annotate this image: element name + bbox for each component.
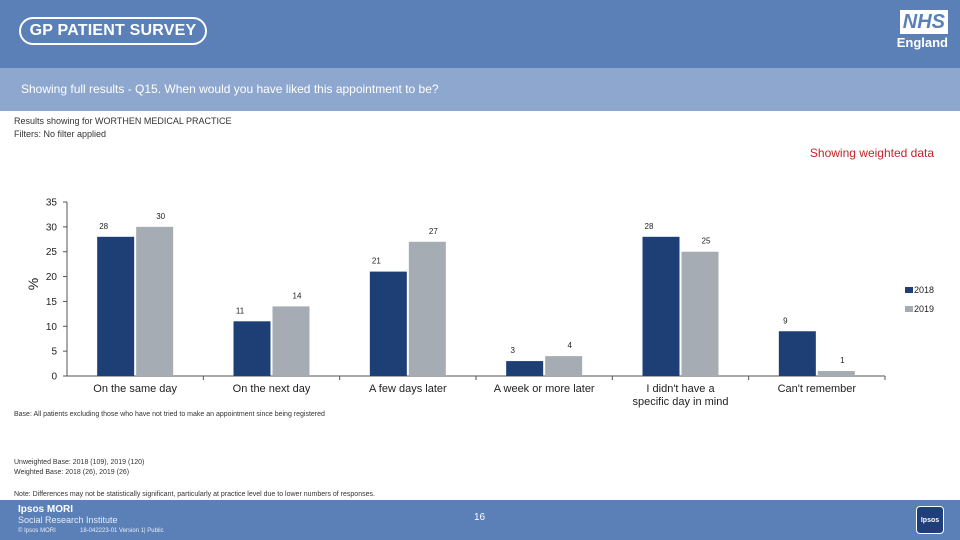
ipsos-sub-text: Social Research Institute — [18, 515, 118, 525]
x-category-label: I didn't have a — [646, 383, 715, 395]
bar-value-label: 9 — [783, 316, 788, 325]
bar-2019 — [136, 226, 174, 376]
copyright-text: © Ipsos MORI — [18, 528, 56, 534]
bar-value-label: 14 — [293, 291, 302, 300]
y-tick-label: 10 — [46, 322, 58, 333]
legend-label: 2018 — [914, 285, 934, 295]
question-title: Showing full results - Q15. When would y… — [21, 82, 439, 96]
ipsos-badge-icon: Ipsos — [916, 506, 944, 534]
bar-value-label: 27 — [429, 227, 438, 236]
bar-2019 — [545, 356, 583, 376]
bar-value-label: 3 — [510, 346, 515, 355]
results-for-label: Results showing for WORTHEN MEDICAL PRAC… — [14, 116, 232, 126]
footer-bar: Ipsos MORI Social Research Institute © I… — [0, 500, 960, 540]
bar-value-label: 21 — [372, 257, 381, 266]
x-category-label: A few days later — [369, 383, 447, 395]
bar-2018 — [97, 236, 135, 376]
job-number-text: 18-042223-01 Version 1| Public — [80, 528, 164, 534]
filters-label: Filters: No filter applied — [14, 129, 107, 139]
bar-2019 — [272, 306, 310, 376]
bar-2019 — [681, 251, 719, 376]
nhs-logo-text: NHS — [899, 10, 948, 34]
bar-value-label: 30 — [156, 212, 165, 221]
y-tick-label: 15 — [46, 297, 58, 308]
y-axis-label: % — [25, 278, 41, 290]
gp-patient-survey-logo: GP PATIENT SURVEY — [19, 17, 207, 45]
bar-2019 — [817, 371, 855, 376]
significance-note: Note: Differences may not be statistical… — [14, 491, 375, 498]
bar-2019 — [408, 241, 446, 376]
bar-value-label: 1 — [840, 356, 845, 365]
x-category-label: specific day in mind — [633, 396, 729, 408]
bar-value-label: 4 — [567, 341, 572, 350]
header-bar: GP PATIENT SURVEY NHS England — [0, 0, 960, 68]
x-category-label: On the same day — [93, 383, 177, 395]
bar-2018 — [642, 236, 680, 376]
y-tick-label: 35 — [46, 198, 58, 209]
legend-swatch-2018 — [905, 287, 913, 293]
bar-2018 — [506, 361, 544, 376]
legend-label: 2019 — [914, 304, 934, 314]
x-category-label: On the next day — [233, 383, 311, 395]
bar-2018 — [233, 321, 271, 376]
weighted-base-note: Weighted Base: 2018 (26), 2019 (26) — [14, 469, 130, 476]
unweighted-base-note: Unweighted Base: 2018 (109), 2019 (120) — [14, 459, 145, 466]
page-number: 16 — [474, 512, 486, 523]
y-tick-label: 25 — [46, 247, 58, 258]
bar-2018 — [369, 271, 407, 376]
bar-value-label: 28 — [645, 222, 654, 231]
legend-swatch-2019 — [905, 306, 913, 312]
weighted-data-label: Showing weighted data — [809, 146, 934, 160]
y-tick-label: 30 — [46, 222, 58, 233]
base-note: Base: All patients excluding those who h… — [14, 411, 325, 418]
y-tick-label: 0 — [51, 372, 57, 383]
y-tick-label: 5 — [51, 347, 57, 358]
y-tick-label: 20 — [46, 272, 58, 283]
bar-value-label: 25 — [702, 237, 711, 246]
bar-2018 — [778, 331, 816, 376]
ipsos-mori-logo: Ipsos MORI — [18, 504, 74, 515]
bar-value-label: 28 — [99, 222, 108, 231]
x-category-label: Can't remember — [778, 383, 857, 395]
nhs-region-text: England — [896, 35, 948, 50]
nhs-england-logo: NHS England — [888, 10, 948, 50]
bar-value-label: 11 — [236, 306, 245, 315]
question-bar: Showing full results - Q15. When would y… — [0, 68, 960, 111]
x-category-label: A week or more later — [494, 383, 595, 395]
